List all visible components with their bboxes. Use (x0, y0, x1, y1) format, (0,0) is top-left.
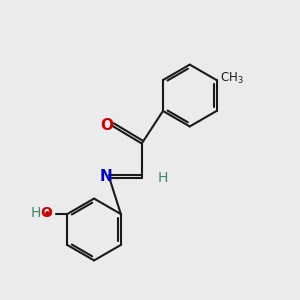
Text: CH$_3$: CH$_3$ (220, 71, 244, 86)
Text: N: N (100, 169, 112, 184)
Text: H: H (158, 171, 168, 185)
Text: H: H (30, 206, 41, 220)
Text: O: O (100, 118, 113, 134)
Text: O: O (40, 206, 52, 220)
